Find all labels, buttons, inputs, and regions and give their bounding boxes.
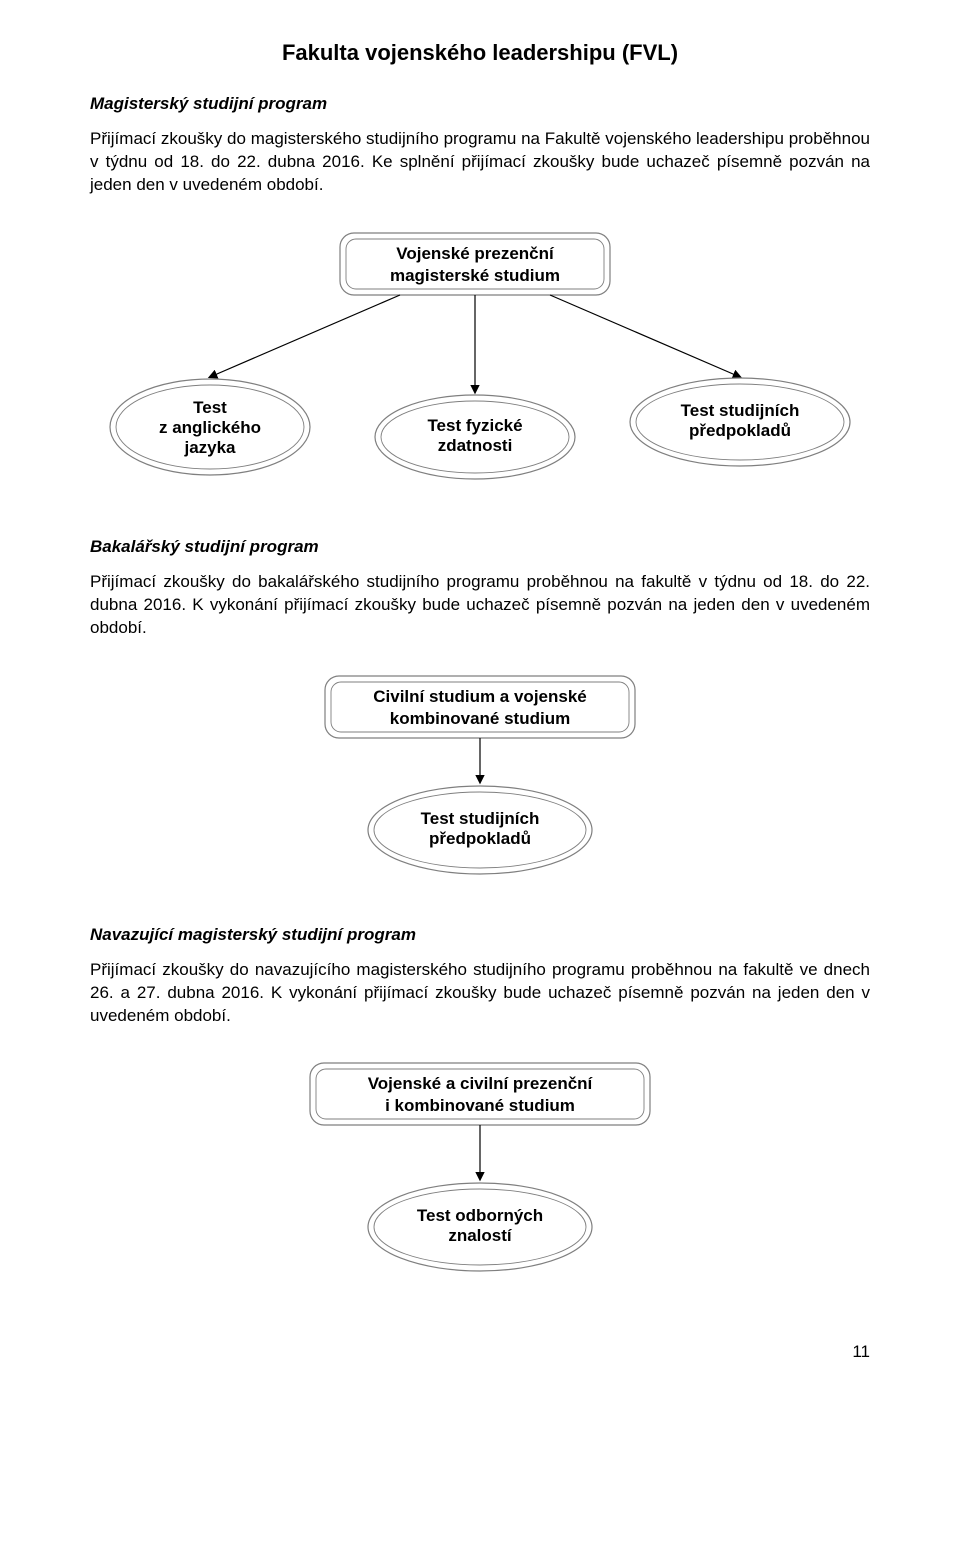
d2-e-l2: předpokladů: [429, 829, 531, 848]
page-number: 11: [90, 1342, 870, 1362]
d2-e-l1: Test studijních: [421, 809, 540, 828]
d1-box-l2: magisterské studium: [390, 266, 560, 285]
page-title: Fakulta vojenského leadershipu (FVL): [90, 40, 870, 66]
d2-box-outer: [325, 676, 635, 738]
section1-heading: Magisterský studijní program: [90, 94, 870, 114]
diagram3-svg: Vojenské a civilní prezenční i kombinova…: [100, 1057, 860, 1282]
diagram1: Vojenské prezenční magisterské studium T…: [90, 227, 870, 497]
diagram2-svg: Civilní studium a vojenské kombinované s…: [100, 670, 860, 885]
diagram1-svg: Vojenské prezenční magisterské studium T…: [100, 227, 860, 497]
d3-box-l2: i kombinované studium: [385, 1096, 575, 1115]
d1-e3-l1: Test studijních: [681, 401, 800, 420]
d1-conn-right: [550, 295, 740, 377]
section2-paragraph: Přijímací zkoušky do bakalářského studij…: [90, 571, 870, 640]
diagram3: Vojenské a civilní prezenční i kombinova…: [90, 1057, 870, 1282]
d2-box-l1: Civilní studium a vojenské: [373, 687, 587, 706]
section1-paragraph: Přijímací zkoušky do magisterského studi…: [90, 128, 870, 197]
d1-e1-l3: jazyka: [183, 438, 236, 457]
d3-box-outer: [310, 1063, 650, 1125]
d1-box-l1: Vojenské prezenční: [396, 244, 555, 263]
d1-e1-l1: Test: [193, 398, 227, 417]
d3-e-l1: Test odborných: [417, 1206, 543, 1225]
d1-e3-l2: předpokladů: [689, 421, 791, 440]
section3-heading: Navazující magisterský studijní program: [90, 925, 870, 945]
d3-e-l2: znalostí: [448, 1226, 513, 1245]
d2-box-l2: kombinované studium: [390, 709, 570, 728]
d1-e2-l2: zdatnosti: [438, 436, 513, 455]
section2-heading: Bakalářský studijní program: [90, 537, 870, 557]
d1-e1-l2: z anglického: [159, 418, 261, 437]
d1-e2-l1: Test fyzické: [427, 416, 522, 435]
d1-box-outer: [340, 233, 610, 295]
section3-paragraph: Přijímací zkoušky do navazujícího magist…: [90, 959, 870, 1028]
d1-conn-left: [210, 295, 400, 377]
d3-box-l1: Vojenské a civilní prezenční: [368, 1074, 594, 1093]
diagram2: Civilní studium a vojenské kombinované s…: [90, 670, 870, 885]
